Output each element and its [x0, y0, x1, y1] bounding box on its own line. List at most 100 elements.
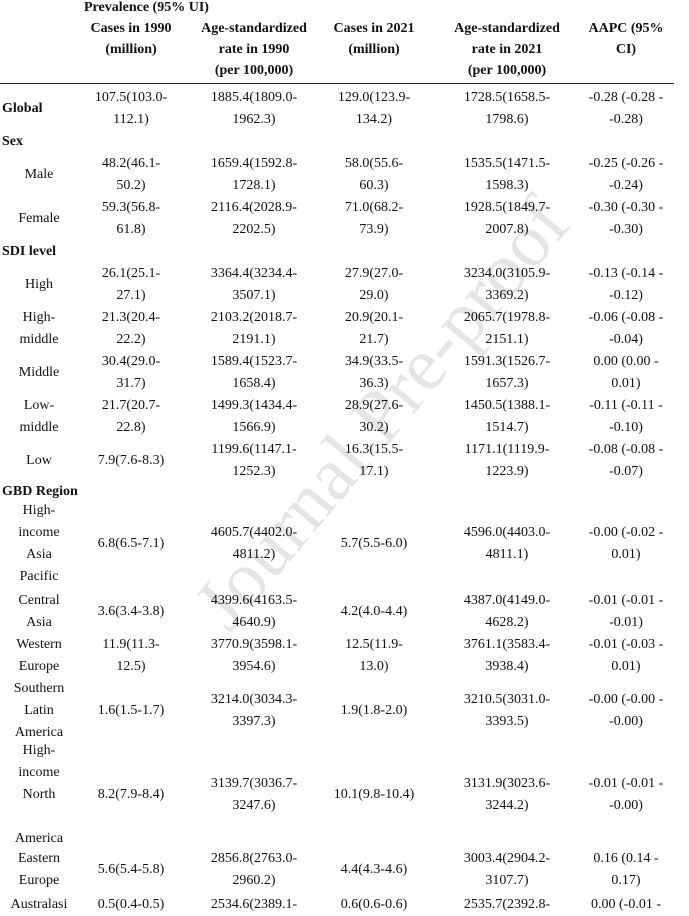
- cell-line: -0.08 (-0.08 -: [588, 442, 664, 457]
- row-label-line: Global: [2, 101, 43, 116]
- header-cases-1990: Cases in 1990 (million): [79, 18, 183, 60]
- row-label: Western Europe: [0, 634, 78, 678]
- row-label: Male: [0, 164, 78, 186]
- table-cell: 3.6(3.4-3.8): [79, 601, 183, 623]
- cell-line: 1566.9): [232, 420, 276, 435]
- row-label-line: High-: [22, 743, 56, 758]
- table-cell: 28.9(27.6- 30.2): [324, 395, 424, 439]
- row-label: Low-middle: [0, 395, 78, 439]
- cell-line: 2534.6(2389.1-: [210, 897, 298, 912]
- cell-line: 4.2(4.0-4.4): [340, 604, 408, 619]
- header-line: rate in 2021: [471, 42, 543, 57]
- header-line: Cases in 1990: [90, 21, 172, 36]
- cell-line: 1.9(1.8-2.0): [340, 703, 408, 718]
- cell-line: 0.17): [611, 873, 641, 888]
- cell-line: 12.5(11.9-: [345, 637, 403, 652]
- cell-line: 4596.0(4403.0-: [463, 525, 551, 540]
- cell-line: 0.01): [611, 659, 641, 674]
- cell-line: 20.9(20.1-: [344, 310, 404, 325]
- cell-line: 2535.7(2392.8-: [463, 897, 551, 912]
- table-cell: 1450.5(1388.1- 1514.7): [424, 395, 590, 439]
- cell-line: 8.2(7.9-8.4): [97, 787, 165, 802]
- cell-line: 1658.4): [232, 376, 276, 391]
- table-cell: 3234.0(3105.9- 3369.2): [424, 263, 590, 307]
- row-label-line: Europe: [18, 659, 60, 674]
- cell-line: 22.8): [116, 420, 146, 435]
- table-cell: 11.9(11.3- 12.5): [79, 634, 183, 678]
- table-cell: -0.00 (-0.02 - 0.01): [578, 522, 674, 566]
- row-label-line: GBD Region: [2, 484, 78, 499]
- table-cell: 3761.1(3583.4- 3938.4): [424, 634, 590, 678]
- table-cell: 20.9(20.1- 21.7): [324, 307, 424, 351]
- cell-line: 0.5(0.4-0.5): [97, 897, 165, 912]
- cell-line: 0.6(0.6-0.6): [340, 897, 408, 912]
- cell-line: 107.5(103.0-: [94, 90, 168, 105]
- table-cell: 1.9(1.8-2.0): [324, 700, 424, 722]
- cell-line: 48.2(46.1-: [101, 156, 161, 171]
- table-cell: 26.1(25.1- 27.1): [79, 263, 183, 307]
- row-label: High: [0, 274, 78, 296]
- cell-line: -0.07): [609, 464, 643, 479]
- cell-line: 1589.4(1523.7-: [210, 354, 298, 369]
- table-cell: 1589.4(1523.7- 1658.4): [184, 351, 324, 395]
- cell-line: 3247.6): [232, 798, 276, 813]
- row-label-line: Pacific: [19, 569, 59, 584]
- header-aapc: AAPC (95% CI): [578, 18, 674, 60]
- header-line: Age-standardized: [454, 21, 560, 36]
- cell-line: 1659.4(1592.8-: [210, 156, 298, 171]
- table-cell: 0.5(0.4-0.5): [79, 894, 183, 916]
- row-label-line: Central: [18, 593, 60, 608]
- row-label: Southern Latin America: [0, 678, 78, 744]
- row-label-line: North: [22, 787, 56, 802]
- row-label-line: middle: [19, 420, 59, 435]
- table-cell: 48.2(46.1- 50.2): [79, 153, 183, 197]
- row-label-line: Asia: [26, 615, 52, 630]
- row-label-line: Eastern: [18, 851, 60, 866]
- section-label: Sex: [2, 131, 80, 153]
- cell-line: 4811.1): [485, 547, 529, 562]
- cell-line: 4640.9): [232, 615, 276, 630]
- cell-line: 4628.2): [485, 615, 529, 630]
- row-label-line: income: [18, 525, 60, 540]
- row-label-line: Europe: [18, 873, 60, 888]
- table-cell: 0.00 (-0.01 -: [578, 894, 674, 916]
- cell-line: 1728.1): [232, 178, 276, 193]
- cell-line: -0.28 (-0.28 -: [588, 90, 664, 105]
- table-cell: 129.0(123.9- 134.2): [324, 87, 424, 131]
- table-cell: 58.0(55.6- 60.3): [324, 153, 424, 197]
- row-label: High-middle: [0, 307, 78, 351]
- table-cell: 3139.7(3036.7- 3247.6): [184, 773, 324, 817]
- table-cell: 0.00 (0.00 - 0.01): [578, 351, 674, 395]
- table-cell: -0.25 (-0.26 - -0.24): [578, 153, 674, 197]
- cell-line: 4399.6(4163.5-: [210, 593, 298, 608]
- table-cell: 27.9(27.0- 29.0): [324, 263, 424, 307]
- cell-line: 27.9(27.0-: [344, 266, 404, 281]
- cell-line: 71.0(68.2-: [344, 200, 404, 215]
- cell-line: 6.8(6.5-7.1): [97, 536, 165, 551]
- cell-line: -0.24): [609, 178, 643, 193]
- table-cell: 3210.5(3031.0- 3393.5): [424, 689, 590, 733]
- table-cell: 2065.7(1978.8- 2151.1): [424, 307, 590, 351]
- row-label-line: America: [14, 725, 64, 740]
- cell-line: 4605.7(4402.0-: [210, 525, 298, 540]
- table-cell: -0.11 (-0.11 - -0.10): [578, 395, 674, 439]
- table-cell: 30.4(29.0- 31.7): [79, 351, 183, 395]
- cell-line: 11.9(11.3-: [102, 637, 160, 652]
- table-cell: 10.1(9.8-10.4): [324, 784, 424, 806]
- cell-line: 1252.3): [232, 464, 276, 479]
- table-cell: -0.28 (-0.28 - -0.28): [578, 87, 674, 131]
- cell-line: 60.3): [359, 178, 389, 193]
- cell-line: 3364.4(3234.4-: [210, 266, 298, 281]
- cell-line: -0.13 (-0.14 -: [588, 266, 664, 281]
- cell-line: 4.4(4.3-4.6): [340, 862, 408, 877]
- cell-line: 36.3): [359, 376, 389, 391]
- row-label-line: Female: [18, 211, 60, 226]
- table-cell: 4387.0(4149.0- 4628.2): [424, 590, 590, 634]
- cell-line: 2856.8(2763.0-: [210, 851, 298, 866]
- cell-line: 34.9(33.5-: [344, 354, 404, 369]
- row-label: High-income Asia Pacific: [0, 500, 78, 588]
- cell-line: 3210.5(3031.0-: [463, 692, 551, 707]
- row-label-line: Low-: [23, 398, 55, 413]
- row-label-line: Latin: [24, 703, 54, 718]
